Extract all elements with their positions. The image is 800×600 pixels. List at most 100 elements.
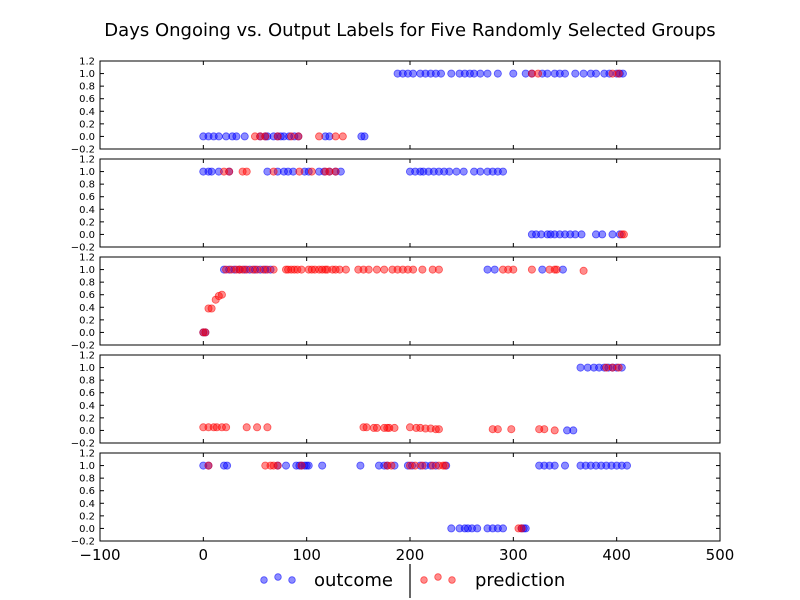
prediction-point <box>294 132 303 141</box>
outcome-point <box>509 69 518 78</box>
x-tick-label: 300 <box>499 546 528 564</box>
prediction-point <box>204 304 213 313</box>
prediction-point <box>411 461 420 470</box>
y-tick-label: 0.6 <box>79 94 95 105</box>
outcome-point <box>222 132 231 141</box>
y-tick-label: 0.0 <box>79 230 95 241</box>
prediction-point <box>527 265 536 274</box>
prediction-point <box>242 423 251 432</box>
y-tick-label: −0.2 <box>71 243 95 254</box>
outcome-point <box>583 363 592 372</box>
prediction-point <box>217 290 226 299</box>
prediction-point <box>307 167 316 176</box>
prediction-point <box>321 167 330 176</box>
prediction-point <box>517 524 526 533</box>
prediction-point <box>383 461 392 470</box>
prediction-point <box>293 265 302 274</box>
outcome-point <box>569 426 578 435</box>
prediction-point <box>608 363 617 372</box>
prediction-point <box>253 265 262 274</box>
outcome-point <box>490 265 499 274</box>
outcome-point <box>577 230 586 239</box>
prediction-point <box>204 461 213 470</box>
y-tick-label: 1.2 <box>79 351 95 362</box>
prediction-point <box>297 461 306 470</box>
x-axis-tick-labels: −100 0 100 200 300 400 500 <box>79 546 734 564</box>
prediction-point <box>509 265 518 274</box>
prediction-point <box>434 265 443 274</box>
prediction-point <box>390 423 399 432</box>
outcome-point <box>360 132 369 141</box>
y-tick-label: 0.4 <box>79 205 95 216</box>
prediction-point <box>608 69 617 78</box>
prediction-point <box>602 363 611 372</box>
outcome-point <box>476 69 485 78</box>
prediction-point <box>527 69 536 78</box>
outcome-point <box>561 69 570 78</box>
subplot-points <box>199 265 588 337</box>
prediction-point <box>331 132 340 141</box>
prediction-point <box>315 132 324 141</box>
subplot-points <box>199 69 627 141</box>
prediction-point <box>428 265 437 274</box>
y-tick-label: 0.6 <box>79 290 95 301</box>
outcome-point <box>470 167 479 176</box>
prediction-point <box>418 265 427 274</box>
outcome-point <box>608 230 617 239</box>
y-tick-label: 1.0 <box>79 363 95 374</box>
outcome-point <box>300 461 309 470</box>
subplot-5: −0.2 0.0 0.20.4 0.60.8 1.01.2 <box>71 449 721 548</box>
prediction-point <box>372 265 381 274</box>
prediction-point <box>261 132 270 141</box>
prediction-point <box>209 423 218 432</box>
y-tick-label: 1.0 <box>79 167 95 178</box>
y-tick-label: 1.0 <box>79 461 95 472</box>
y-tick-label: 0.0 <box>79 132 95 143</box>
legend-marker-dot <box>420 576 428 584</box>
prediction-point <box>341 265 350 274</box>
x-tick-label: 0 <box>199 546 209 564</box>
outcome-point <box>409 69 418 78</box>
y-tick-label: −0.2 <box>71 537 95 548</box>
outcome-point <box>289 167 298 176</box>
outcome-point <box>483 265 492 274</box>
outcome-point <box>592 69 601 78</box>
outcome-point <box>470 69 479 78</box>
legend-marker-dot <box>274 573 282 581</box>
legend-prediction-label: prediction <box>475 570 565 591</box>
prediction-point <box>238 167 247 176</box>
outcome-point <box>618 69 627 78</box>
prediction-point <box>199 328 208 337</box>
prediction-point <box>359 423 368 432</box>
outcome-point <box>550 461 559 470</box>
legend-marker-dot <box>434 573 442 581</box>
prediction-point <box>369 423 378 432</box>
subplot-2: −0.2 0.0 0.20.4 0.60.8 1.01.2 <box>71 155 721 254</box>
y-tick-label: 1.0 <box>79 69 95 80</box>
prediction-point <box>418 461 427 470</box>
y-tick-label: 0.8 <box>79 376 95 387</box>
legend-prediction-marker <box>420 573 456 584</box>
outcome-point <box>263 167 272 176</box>
prediction-point <box>338 132 347 141</box>
prediction-point <box>287 265 296 274</box>
y-tick-label: 0.8 <box>79 180 95 191</box>
outcome-point <box>604 363 613 372</box>
legend-marker-dot <box>448 576 456 584</box>
outcome-point <box>498 524 507 533</box>
outcome-point <box>615 230 624 239</box>
prediction-point <box>405 423 414 432</box>
y-tick-label: 0.6 <box>79 388 95 399</box>
prediction-point <box>217 423 226 432</box>
prediction-point <box>387 461 396 470</box>
subplot-points <box>199 461 632 533</box>
prediction-point <box>242 167 251 176</box>
prediction-point <box>325 167 334 176</box>
prediction-point <box>232 265 241 274</box>
y-tick-label: 0.4 <box>79 107 95 118</box>
outcome-point <box>623 461 632 470</box>
prediction-point <box>552 265 561 274</box>
y-tick-label: 0.4 <box>79 401 95 412</box>
subplot-panels: −0.20.00.20.40.60.81.01.2−0.20.00.20.40.… <box>71 57 721 548</box>
